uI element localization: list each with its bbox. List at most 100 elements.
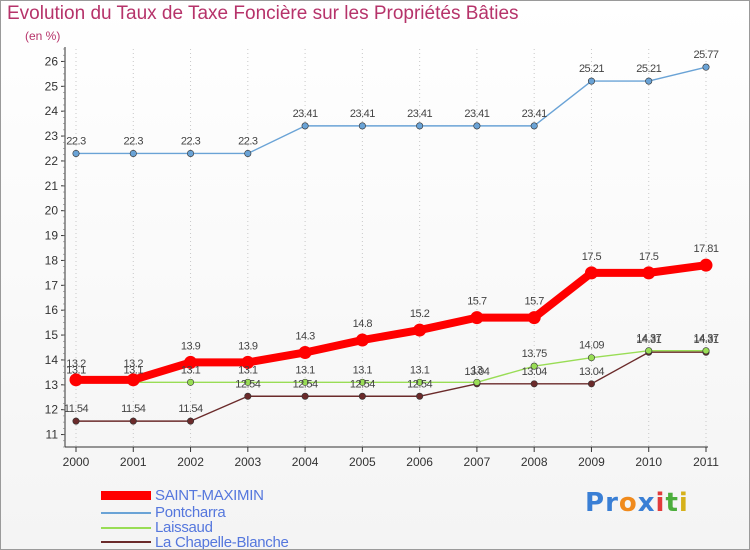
legend-label-la-chapelle-blanche: La Chapelle-Blanche — [155, 534, 289, 550]
data-point-laissaud — [587, 354, 595, 362]
data-label-laissaud: 13.1 — [295, 364, 315, 376]
data-label-laissaud: 13.1 — [238, 364, 258, 376]
y-tick-label: 24 — [45, 104, 59, 118]
x-tick-label: 2003 — [234, 455, 261, 469]
data-label-laissaud: 13.1 — [124, 364, 144, 376]
data-point-pontcharra — [473, 122, 481, 130]
y-tick-label: 15 — [45, 328, 59, 342]
x-tick-label: 2006 — [406, 455, 433, 469]
data-label-pontcharra: 25.21 — [636, 63, 661, 75]
data-label-pontcharra: 25.77 — [693, 49, 718, 61]
data-point-pontcharra — [645, 77, 653, 85]
legend-label-saint-maximin: SAINT-MAXIMIN — [155, 487, 264, 504]
data-label-la-chapelle-blanche: 14.31 — [636, 334, 661, 346]
data-label-laissaud: 14.37 — [693, 333, 718, 345]
data-point-saint-maximin — [413, 323, 427, 337]
data-label-laissaud: 13.1 — [181, 364, 201, 376]
data-point-pontcharra — [702, 63, 710, 71]
data-label-laissaud: 13 — [471, 364, 483, 376]
data-point-saint-maximin — [642, 266, 656, 280]
data-point-pontcharra — [301, 122, 309, 130]
data-label-saint-maximin: 15.2 — [410, 308, 430, 320]
x-tick-label: 2004 — [292, 455, 319, 469]
data-label-la-chapelle-blanche: 12.54 — [407, 378, 432, 390]
data-label-saint-maximin: 13.9 — [181, 340, 201, 352]
data-label-laissaud: 13.1 — [66, 364, 86, 376]
data-label-la-chapelle-blanche: 13.04 — [464, 366, 489, 378]
data-label-laissaud: 14.09 — [579, 340, 604, 352]
data-point-laissaud — [416, 378, 424, 386]
y-tick-label: 12 — [45, 403, 59, 417]
y-tick-label: 22 — [45, 154, 59, 168]
data-label-saint-maximin: 17.5 — [582, 251, 602, 263]
data-label-saint-maximin: 13.2 — [66, 358, 86, 370]
data-point-saint-maximin — [241, 355, 255, 369]
data-point-la-chapelle-blanche — [129, 417, 137, 425]
data-point-saint-maximin — [470, 311, 484, 325]
x-tick-label: 2011 — [693, 455, 719, 469]
legend-label-pontcharra: Pontcharra — [155, 504, 226, 521]
data-point-laissaud — [645, 347, 653, 355]
data-label-la-chapelle-blanche: 11.54 — [64, 403, 89, 415]
data-point-la-chapelle-blanche — [358, 392, 366, 400]
series-line-saint-maximin — [76, 261, 707, 384]
data-point-laissaud — [702, 347, 710, 355]
chart-subtitle: (en %) — [25, 29, 61, 43]
data-point-pontcharra — [416, 122, 424, 130]
data-label-pontcharra: 23.41 — [522, 108, 547, 120]
data-point-pontcharra — [187, 149, 195, 157]
x-tick-label: 2002 — [177, 455, 204, 469]
data-point-la-chapelle-blanche — [244, 392, 252, 400]
x-tick-label: 2008 — [521, 455, 548, 469]
y-tick-label: 19 — [45, 229, 59, 243]
data-label-pontcharra: 22.3 — [238, 135, 258, 147]
data-label-la-chapelle-blanche: 12.54 — [293, 378, 318, 390]
data-label-saint-maximin: 14.8 — [353, 318, 373, 330]
data-label-la-chapelle-blanche: 12.54 — [235, 378, 260, 390]
x-tick-label: 2000 — [63, 455, 90, 469]
data-point-laissaud — [301, 378, 309, 386]
data-point-pontcharra — [587, 77, 595, 85]
y-tick-label: 17 — [45, 278, 59, 292]
data-label-saint-maximin: 15.7 — [467, 296, 487, 308]
data-label-la-chapelle-blanche: 14.31 — [693, 334, 718, 346]
data-label-pontcharra: 25.21 — [579, 63, 604, 75]
y-tick-label: 11 — [46, 428, 59, 442]
data-label-pontcharra: 23.41 — [407, 108, 432, 120]
data-label-saint-maximin: 17.81 — [693, 243, 718, 255]
x-tick-label: 2010 — [635, 455, 662, 469]
legend-swatch-saint-maximin — [101, 491, 151, 500]
logo-letter: t — [665, 488, 679, 518]
data-point-la-chapelle-blanche — [530, 380, 538, 388]
data-point-pontcharra — [72, 149, 80, 157]
data-point-la-chapelle-blanche — [187, 417, 195, 425]
proxiti-logo: Proxiti — [585, 488, 689, 518]
data-point-pontcharra — [244, 149, 252, 157]
data-point-la-chapelle-blanche — [416, 392, 424, 400]
logo-letter: r — [605, 488, 619, 518]
logo-letter: i — [678, 488, 689, 518]
data-point-laissaud — [358, 378, 366, 386]
y-tick-label: 18 — [45, 253, 59, 267]
data-point-la-chapelle-blanche — [72, 417, 80, 425]
data-label-pontcharra: 22.3 — [124, 135, 144, 147]
data-label-la-chapelle-blanche: 11.54 — [121, 403, 146, 415]
data-point-laissaud — [244, 378, 252, 386]
data-point-saint-maximin — [699, 258, 713, 272]
data-point-pontcharra — [530, 122, 538, 130]
data-label-saint-maximin: 17.5 — [639, 251, 659, 263]
data-point-laissaud — [530, 362, 538, 370]
logo-letter: P — [585, 488, 606, 518]
y-tick-label: 14 — [45, 353, 59, 367]
data-label-la-chapelle-blanche: 12.54 — [350, 378, 375, 390]
data-label-laissaud: 13.1 — [353, 364, 373, 376]
data-point-saint-maximin — [355, 333, 369, 347]
data-label-pontcharra: 22.3 — [181, 135, 201, 147]
data-label-laissaud: 13.1 — [410, 364, 430, 376]
logo-letter: o — [618, 488, 638, 518]
data-label-laissaud: 13.75 — [522, 348, 547, 360]
data-label-laissaud: 14.37 — [636, 333, 661, 345]
logo-letter: i — [655, 488, 666, 518]
data-point-saint-maximin — [69, 373, 83, 387]
